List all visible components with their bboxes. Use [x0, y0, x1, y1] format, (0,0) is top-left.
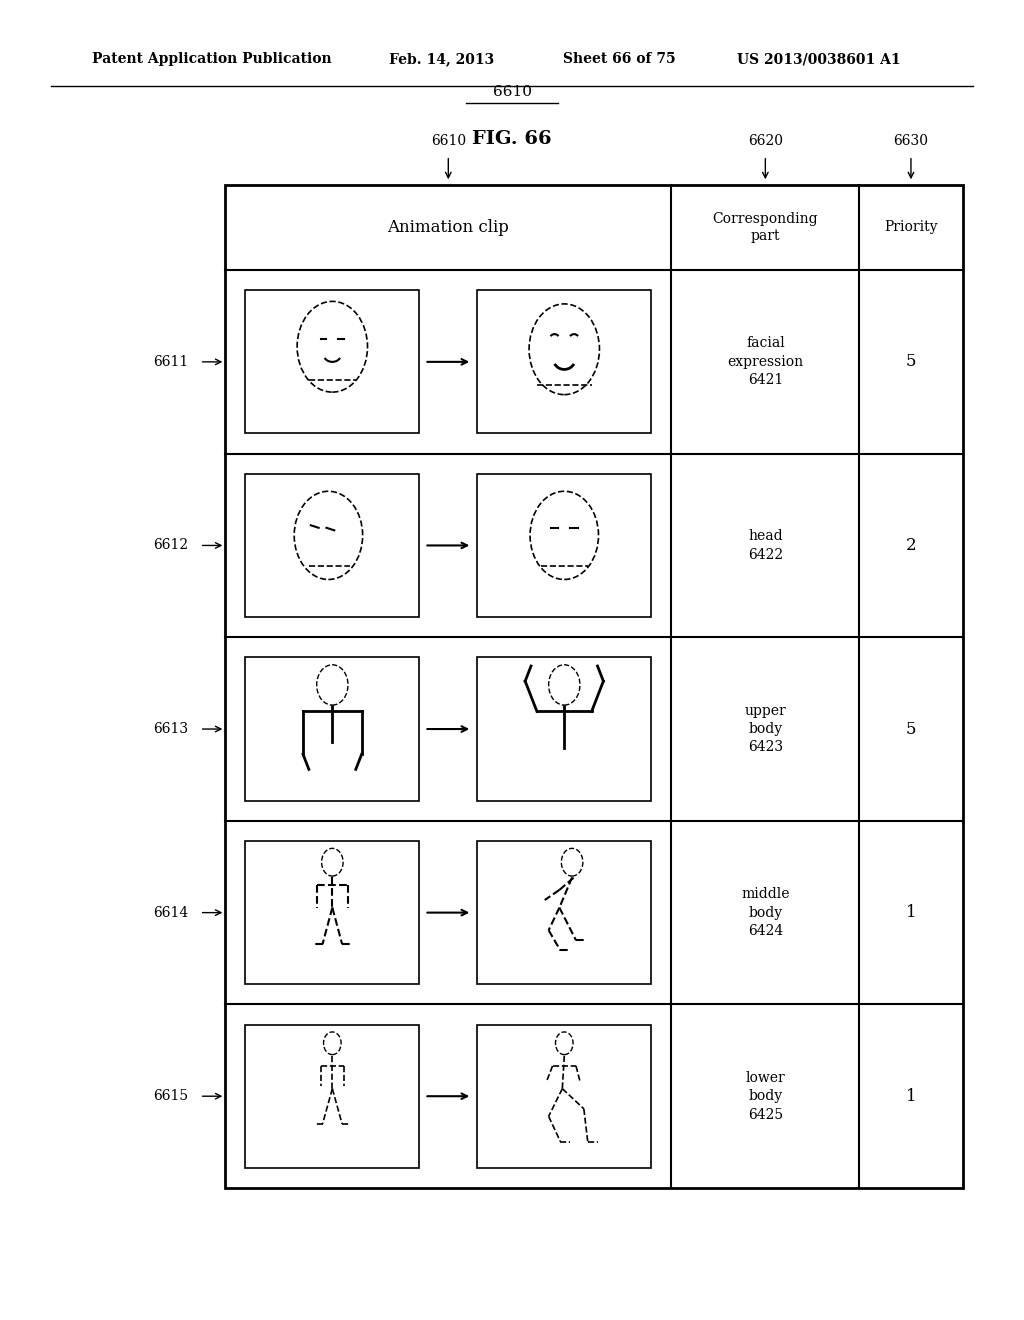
Bar [246, 657, 419, 801]
Text: Animation clip: Animation clip [387, 219, 509, 236]
Text: FIG. 66: FIG. 66 [472, 129, 552, 148]
Text: upper
body
6423: upper body 6423 [744, 704, 786, 755]
Bar [477, 657, 651, 801]
Bar [225, 185, 963, 1188]
Text: 6611: 6611 [154, 355, 188, 368]
Text: 1: 1 [905, 1088, 916, 1105]
Text: middle
body
6424: middle body 6424 [741, 887, 790, 939]
Bar [246, 474, 419, 616]
Text: 5: 5 [905, 721, 916, 738]
Bar [477, 290, 651, 433]
Text: 6612: 6612 [154, 539, 188, 553]
Text: Corresponding
part: Corresponding part [713, 213, 818, 243]
Bar [246, 1024, 419, 1168]
Text: 6615: 6615 [154, 1089, 188, 1104]
Text: facial
expression
6421: facial expression 6421 [727, 337, 804, 387]
Text: lower
body
6425: lower body 6425 [745, 1071, 785, 1122]
Text: 6613: 6613 [154, 722, 188, 737]
Text: 6620: 6620 [748, 133, 782, 148]
Text: 2: 2 [905, 537, 916, 554]
Bar [477, 1024, 651, 1168]
Text: 1: 1 [905, 904, 916, 921]
Text: Feb. 14, 2013: Feb. 14, 2013 [389, 53, 495, 66]
Text: US 2013/0038601 A1: US 2013/0038601 A1 [737, 53, 901, 66]
Text: 6610: 6610 [431, 133, 466, 148]
Bar [246, 841, 419, 985]
Text: Sheet 66 of 75: Sheet 66 of 75 [563, 53, 676, 66]
Text: head
6422: head 6422 [748, 529, 783, 561]
Bar [477, 841, 651, 985]
Text: Patent Application Publication: Patent Application Publication [92, 53, 332, 66]
Text: 6610: 6610 [493, 84, 531, 99]
Text: 5: 5 [905, 354, 916, 371]
Bar [477, 474, 651, 616]
Text: 6614: 6614 [154, 906, 188, 920]
Text: 6630: 6630 [894, 133, 929, 148]
Text: Priority: Priority [884, 220, 938, 235]
Bar [246, 290, 419, 433]
